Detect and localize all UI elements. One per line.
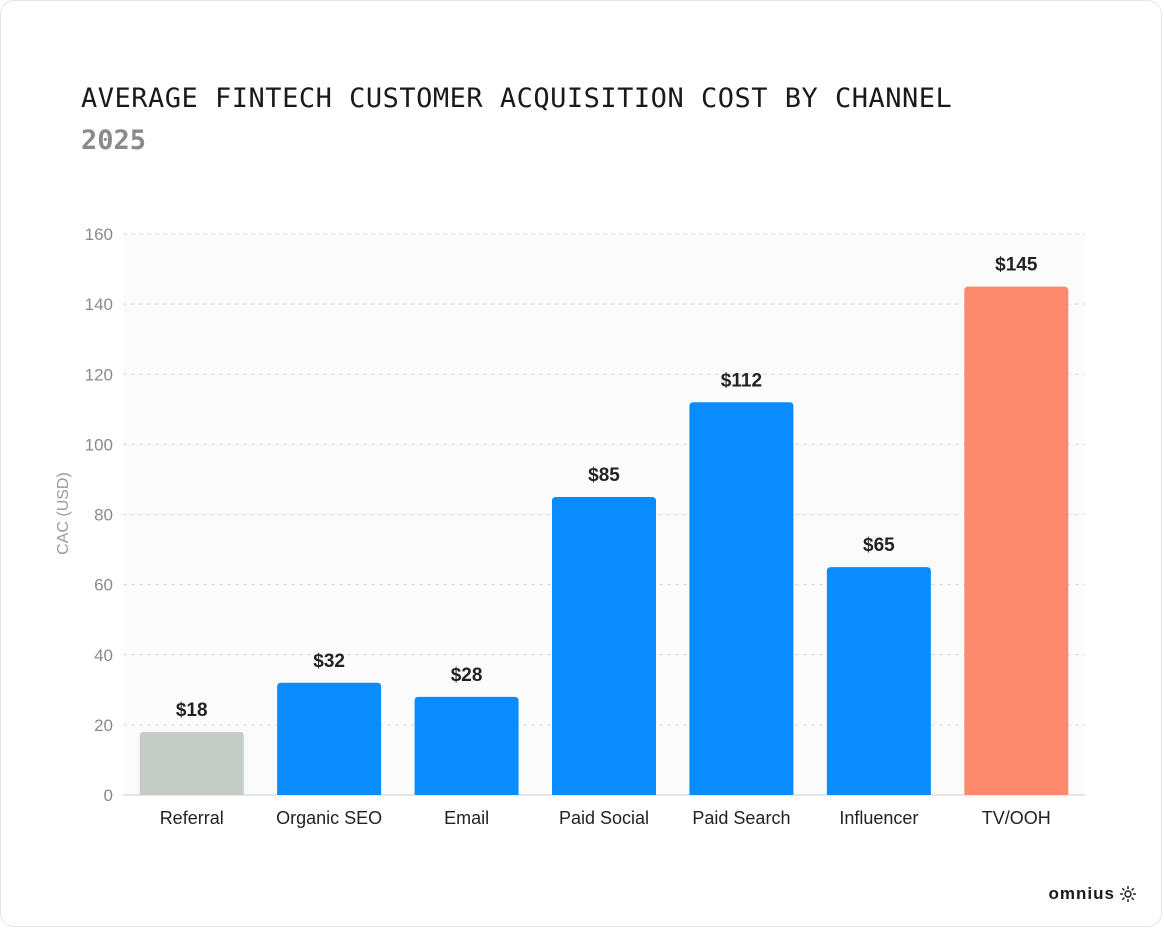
chart-title: AVERAGE FINTECH CUSTOMER ACQUISITION COS…	[81, 83, 953, 114]
y-tick-label: 140	[85, 295, 113, 314]
data-label: $18	[176, 700, 208, 721]
x-tick-label: Influencer	[839, 808, 918, 828]
data-label: $28	[451, 665, 483, 686]
y-tick-label: 0	[104, 786, 113, 805]
bar-influencer	[826, 567, 931, 795]
y-tick-label: 120	[85, 365, 113, 384]
y-tick-label: 80	[94, 506, 113, 525]
data-labels: $18 $32 $28 $85 $112 $65 $145	[176, 255, 1038, 721]
bar-referral	[139, 731, 244, 795]
x-tick-label: Email	[444, 808, 489, 828]
y-tick-label: 100	[85, 435, 113, 454]
x-tick-label: Paid Search	[692, 808, 790, 828]
x-tick-label: Organic SEO	[276, 808, 382, 828]
bars	[139, 286, 1069, 795]
y-tick-label: 160	[85, 225, 113, 244]
data-label: $145	[995, 255, 1038, 276]
brand-logo: omnius	[1049, 884, 1137, 904]
x-tick-label: Referral	[160, 808, 224, 828]
brand-name: omnius	[1048, 884, 1115, 903]
y-tick-label: 60	[94, 576, 113, 595]
x-tick-label: TV/OOH	[982, 808, 1051, 828]
y-tick-label: 40	[94, 646, 113, 665]
y-tick-label: 20	[94, 716, 113, 735]
bar-tv-ooh	[964, 286, 1069, 795]
bar-paid-social	[552, 496, 656, 795]
bar-paid-search	[689, 402, 794, 795]
data-label: $32	[313, 651, 345, 672]
bar-organic-seo	[277, 682, 382, 795]
y-axis-ticks: 0 20 40 60 80 100 120 140 160	[85, 225, 113, 805]
data-label: $85	[588, 465, 620, 486]
data-label: $65	[863, 535, 895, 556]
x-tick-label: Paid Social	[559, 808, 649, 828]
bar-email	[414, 696, 519, 795]
x-axis-categories: Referral Organic SEO Email Paid Social Paid …	[160, 808, 1051, 828]
chart-subtitle: 2025	[81, 125, 147, 156]
sun-icon	[1120, 886, 1136, 902]
y-axis-label: CAC (USD)	[55, 472, 72, 555]
data-label: $112	[721, 370, 762, 391]
